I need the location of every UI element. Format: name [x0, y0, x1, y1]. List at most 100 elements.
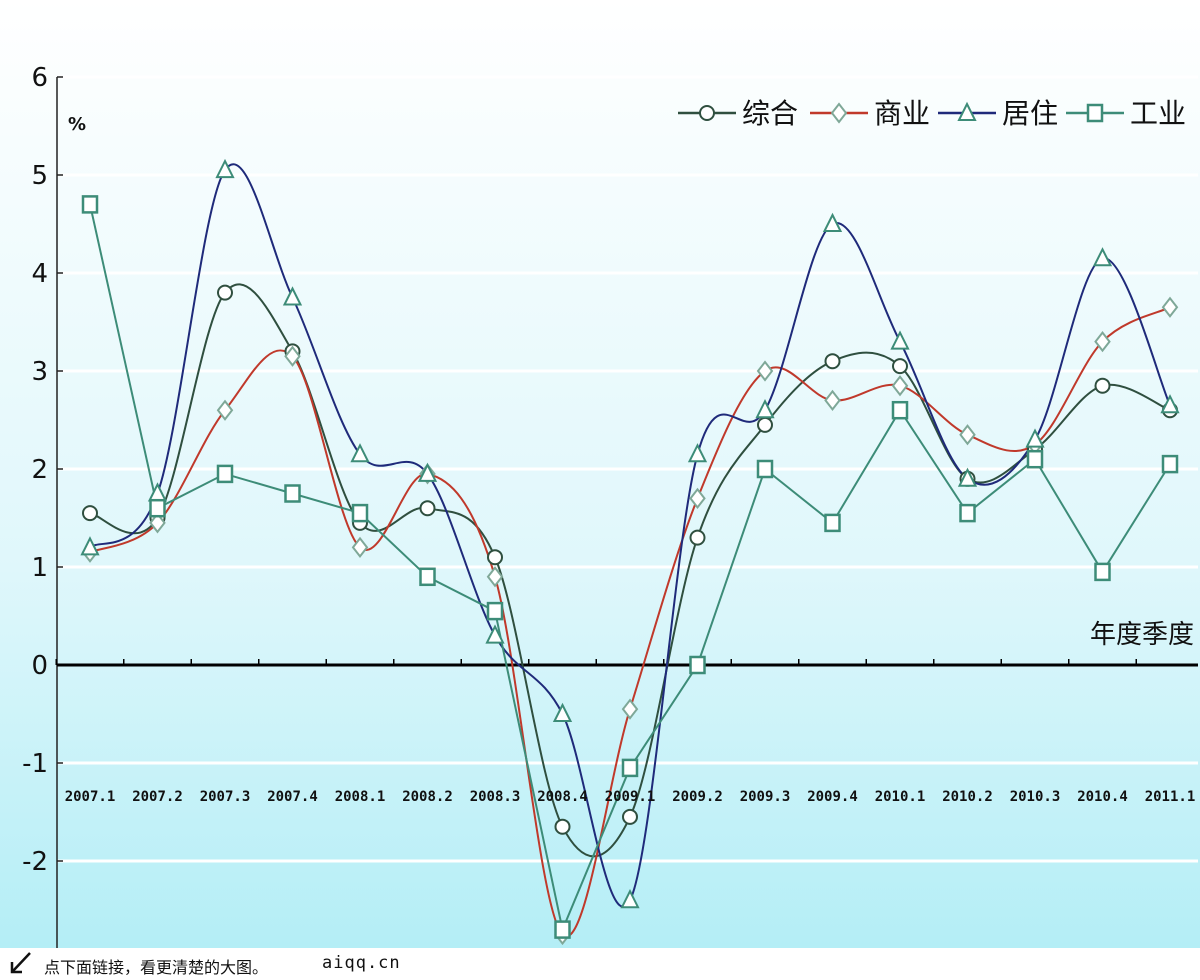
series-3-point-8: [621, 758, 639, 778]
series-3-point-16: [1161, 454, 1179, 474]
series-0-point-0: [82, 505, 98, 522]
y-tick-label-1: 5: [31, 161, 48, 191]
x-category-label-9: 2009.2: [672, 789, 723, 805]
axis-labels: 6 5 4 3 2 1 0 -1 -2 -3 2007.1 2007.2 2007.3 2007.4 200…: [22, 63, 1195, 948]
grid-lines: [57, 75, 1198, 863]
legend-marker-3: [1086, 103, 1104, 123]
series-1-point-1: [149, 512, 166, 534]
legend: 综合 商业 居住 工业: [678, 97, 1186, 130]
series-0-point-10: [757, 416, 773, 433]
y-tick-label-8: -2: [22, 847, 48, 877]
y-tick-label-3: 3: [31, 357, 48, 387]
y-tick-label-2: 4: [31, 259, 48, 289]
x-category-label-5: 2008.2: [402, 789, 453, 805]
chart-frame: 6 5 4 3 2 1 0 -1 -2 -3 2007.1 2007.2 2007.3 2007.4 200…: [0, 0, 1200, 948]
series-1-point-11: [824, 389, 841, 412]
series-2-point-0: [80, 536, 100, 556]
legend-label-0: 综合: [742, 97, 798, 130]
series-2-point-13: [957, 467, 978, 487]
series-3-point-10: [756, 459, 774, 479]
series-0-point-7: [554, 818, 571, 835]
axes: [55, 76, 1198, 948]
series-3-point-1: [149, 498, 166, 518]
series-2-point-4: [350, 443, 370, 463]
footer-link-text[interactable]: 点下面链接，看更清楚的大图。: [44, 958, 269, 977]
x-category-label-7: 2008.4: [537, 789, 588, 805]
x-category-label-11: 2009.4: [807, 789, 858, 805]
x-category-label-1: 2007.2: [132, 789, 183, 805]
plot-background: [0, 0, 1200, 948]
series-0-point-11: [824, 353, 841, 370]
legend-marker-1: [830, 102, 848, 124]
legend-label-1: 商业: [874, 97, 930, 130]
series-3-point-7: [554, 920, 571, 939]
link-arrow-icon[interactable]: [8, 950, 34, 976]
series-2-point-5: [417, 462, 438, 482]
series-2-point-15: [1092, 247, 1113, 267]
y-tick-label-6: 0: [31, 651, 48, 681]
series-2-point-8: [620, 888, 640, 909]
footer-bar: 点下面链接，看更清楚的大图。 aiqq.cn: [0, 948, 1200, 980]
series-3-point-0: [81, 195, 99, 214]
x-category-label-16: 2011.1: [1145, 789, 1196, 805]
series-2-point-7: [552, 702, 573, 722]
series-1-point-4: [351, 536, 369, 559]
series-2-point-2: [215, 158, 235, 179]
series-1-point-3: [284, 345, 301, 367]
y-unit-label: %: [68, 114, 86, 135]
series-line-2: [89, 163, 1171, 908]
series-2-point-6: [485, 624, 505, 644]
series-3-point-2: [216, 464, 234, 484]
series-3-point-13: [959, 503, 976, 523]
series-1-point-15: [1094, 330, 1111, 353]
series-1-point-8: [621, 698, 639, 720]
x-category-label-6: 2008.3: [470, 789, 521, 805]
series-1-point-13: [959, 424, 976, 446]
y-tick-label-7: -1: [22, 749, 48, 779]
series-1-point-2: [216, 399, 234, 421]
series-1-point-12: [891, 375, 909, 397]
x-category-label-12: 2010.1: [875, 789, 926, 805]
y-tick-label-9: -3: [22, 945, 48, 948]
series-0-point-2: [217, 284, 233, 301]
series-3-point-11: [824, 513, 841, 533]
series-0-point-15: [1094, 377, 1111, 394]
x-category-label-14: 2010.3: [1010, 789, 1061, 805]
series-0-point-9: [689, 529, 706, 546]
x-category-label-0: 2007.1: [65, 789, 116, 805]
series-3-point-9: [689, 655, 706, 675]
x-category-label-2: 2007.3: [200, 789, 251, 805]
series-3-point-3: [284, 484, 301, 503]
legend-marker-2: [957, 101, 977, 121]
series-3-point-12: [891, 400, 909, 420]
x-axis-title: 年度季度: [1090, 620, 1194, 650]
series-1-point-10: [756, 360, 774, 382]
legend-marker-0: [699, 105, 715, 121]
x-category-label-10: 2009.3: [740, 789, 791, 805]
series-0-point-12: [892, 358, 908, 375]
series-2-point-12: [890, 330, 910, 350]
footer-site-name[interactable]: aiqq.cn: [322, 953, 401, 973]
series-1-point-9: [689, 487, 706, 510]
series-0-point-6: [487, 549, 503, 566]
y-tick-label-4: 2: [31, 455, 48, 485]
series-0-point-5: [419, 500, 436, 517]
series-3-point-5: [419, 567, 436, 587]
x-category-label-3: 2007.4: [267, 789, 318, 805]
series-0-point-8: [622, 808, 638, 825]
legend-label-3: 工业: [1130, 97, 1186, 130]
series-1-point-16: [1161, 296, 1179, 318]
x-category-label-13: 2010.2: [942, 789, 993, 805]
series-2-point-16: [1160, 394, 1180, 414]
series-2-point-11: [822, 212, 843, 232]
series-3-point-4: [351, 503, 369, 523]
line-chart: 6 5 4 3 2 1 0 -1 -2 -3 2007.1 2007.2 2007.3 2007.4 200…: [0, 0, 1200, 948]
x-category-label-8: 2009.1: [605, 789, 656, 805]
series-3-point-6: [486, 601, 504, 621]
series-2-point-10: [755, 398, 775, 419]
y-tick-label-0: 6: [31, 63, 48, 93]
series-3-point-15: [1094, 562, 1111, 582]
series-lines: [80, 158, 1180, 946]
series-3-point-14: [1026, 449, 1044, 469]
x-category-label-15: 2010.4: [1077, 789, 1128, 805]
